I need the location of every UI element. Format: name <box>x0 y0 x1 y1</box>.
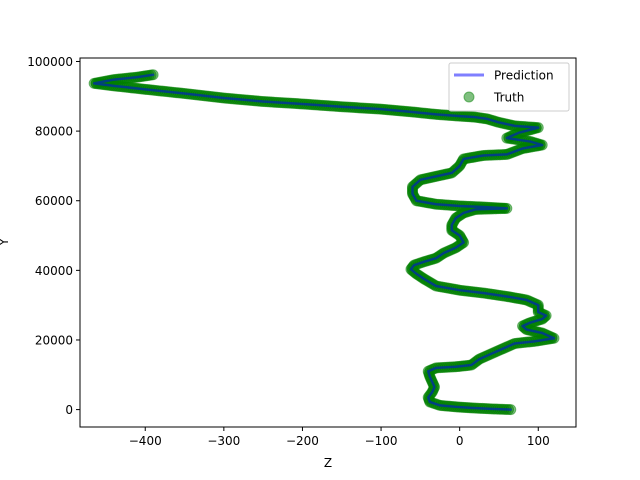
plot-frame <box>79 57 577 428</box>
y-axis: 0 20000 40000 60000 80000 100000 <box>27 55 80 417</box>
y-tick-label: 20000 <box>35 333 73 347</box>
x-axis: −400 −300 −200 −100 0 100 <box>129 427 550 448</box>
legend-truth-label: Truth <box>493 91 524 105</box>
y-tick-label: 60000 <box>35 194 73 208</box>
y-tick-label: 0 <box>65 403 73 417</box>
legend-prediction-label: Prediction <box>494 69 554 83</box>
x-tick-label: −300 <box>207 434 240 448</box>
x-axis-label: Z <box>324 456 332 470</box>
prediction-series <box>92 73 556 411</box>
truth-series <box>88 69 560 416</box>
y-axis-label: Y <box>0 238 11 247</box>
x-tick-label: 100 <box>527 434 550 448</box>
prediction-line <box>92 73 556 411</box>
y-tick-label: 80000 <box>35 125 73 139</box>
y-tick-label: 100000 <box>27 55 73 69</box>
legend-truth-swatch <box>463 91 475 103</box>
x-tick-label: −400 <box>129 434 162 448</box>
legend: Prediction Truth <box>448 62 570 112</box>
x-tick-label: −100 <box>365 434 398 448</box>
y-tick-label: 40000 <box>35 264 73 278</box>
x-tick-label: 0 <box>456 434 464 448</box>
x-tick-label: −200 <box>286 434 319 448</box>
